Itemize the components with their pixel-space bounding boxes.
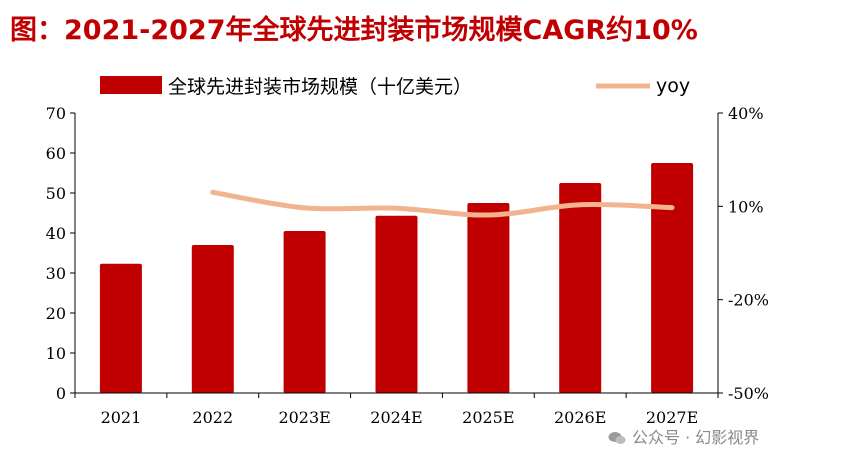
left-tick-label: 60 [46,144,66,163]
bar-2025E [467,203,510,393]
left-tick-label: 30 [46,264,66,283]
legend-line-label: yoy [656,75,690,97]
legend-bar-swatch [100,76,162,94]
bar-2026E [559,183,602,393]
chart-title: 图：2021-2027年全球先进封装市场规模CAGR约10% [10,15,698,46]
legend-bar-label: 全球先进封装市场规模（十亿美元） [168,76,472,98]
left-tick-label: 10 [46,344,66,363]
left-tick-label: 20 [46,304,66,323]
x-tick-label: 2021 [101,408,142,427]
left-tick-label: 50 [46,184,66,203]
right-tick-label: -20% [728,291,769,310]
bar-2023E [283,231,326,393]
left-tick-label: 70 [46,104,66,123]
right-tick-label: 40% [728,104,764,123]
x-tick-label: 2024E [370,408,422,427]
watermark-text: 公众号 · 幻影视界 [632,428,760,447]
x-tick-label: 2022 [192,408,233,427]
right-tick-label: -50% [728,384,769,403]
left-tick-label: 40 [46,224,66,243]
x-tick-label: 2027E [646,408,698,427]
watermark: 公众号 · 幻影视界 [608,424,759,448]
bar-2027E [651,163,694,393]
x-tick-label: 2025E [462,408,514,427]
bar-2024E [375,215,418,393]
bar-2021 [99,263,142,393]
right-tick-label: 10% [728,197,764,216]
yoy-line [210,189,675,218]
left-tick-label: 0 [56,384,66,403]
wechat-icon [608,432,626,444]
x-tick-label: 2023E [278,408,330,427]
bar-2022 [191,245,234,393]
x-tick-label: 2026E [554,408,606,427]
